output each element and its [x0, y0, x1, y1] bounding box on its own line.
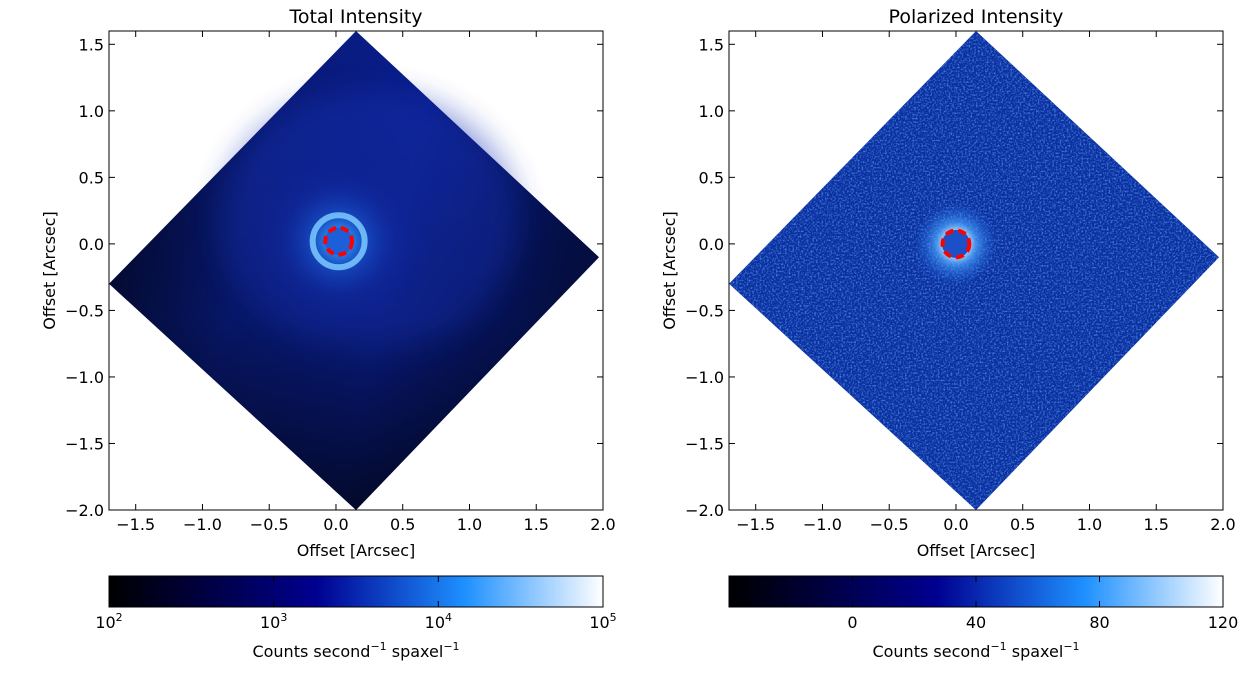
y-tick-label: 0.5 — [79, 168, 104, 187]
axes-frame — [728, 30, 1224, 511]
x-tick-label: 1.5 — [1144, 515, 1169, 534]
x-axis-label: Offset [Arcsec] — [917, 541, 1036, 560]
y-tick-label: −1.0 — [685, 368, 724, 387]
panel-total-intensity: Total Intensity −1.5 −1.0 −0.5 0.0 0.5 1.0 1.5 2… — [40, 6, 617, 661]
colorbar-label: Counts second−1 spaxel−1 — [252, 640, 459, 661]
y-tick-label: 1.0 — [699, 102, 724, 121]
mask-circle — [940, 228, 972, 260]
y-tick-label: −1.0 — [65, 368, 104, 387]
y-tick-label: −2.0 — [65, 501, 104, 520]
x-tick-label: 1.0 — [1077, 515, 1102, 534]
x-tick-label: −1.0 — [183, 515, 222, 534]
x-tick-label: −1.5 — [116, 515, 155, 534]
x-tick-label: 2.0 — [590, 515, 615, 534]
x-tick-label: −1.0 — [803, 515, 842, 534]
x-tick-label: 0.0 — [943, 515, 968, 534]
colorbar-gradient — [108, 575, 604, 608]
chart-title: Polarized Intensity — [889, 6, 1064, 28]
colorbar-tick-label: 80 — [1089, 613, 1109, 632]
x-tick-label: 0.0 — [323, 515, 348, 534]
source-core — [324, 227, 353, 256]
y-axis-label: Offset [Arcsec] — [40, 211, 59, 330]
x-tick-label: −1.5 — [736, 515, 775, 534]
y-tick-label: 0.0 — [79, 235, 104, 254]
x-tick-label: 0.5 — [1010, 515, 1035, 534]
x-tick-label: −0.5 — [250, 515, 289, 534]
mask-circle — [323, 225, 355, 257]
x-tick-label: 2.0 — [1210, 515, 1235, 534]
y-tick-label: −1.5 — [685, 434, 724, 453]
chart-title: Total Intensity — [288, 6, 422, 28]
x-axis-label: Offset [Arcsec] — [297, 541, 416, 560]
image-area — [729, 31, 1219, 510]
y-tick-label: 1.0 — [79, 102, 104, 121]
x-tick-label: 1.0 — [457, 515, 482, 534]
colorbar-label: Counts second−1 spaxel−1 — [872, 640, 1079, 661]
y-tick-label: 1.5 — [79, 35, 104, 54]
y-tick-label: 1.5 — [699, 35, 724, 54]
colorbar-tick-label: 0 — [847, 613, 857, 632]
colorbar-tick-label: 40 — [966, 613, 986, 632]
y-tick-label: −1.5 — [65, 434, 104, 453]
colorbar-tick-label: 120 — [1208, 613, 1239, 632]
colorbar-tick-label: 103 — [260, 611, 287, 632]
y-axis-label: Offset [Arcsec] — [660, 211, 679, 330]
y-tick-label: −0.5 — [65, 301, 104, 320]
source-ring — [309, 212, 368, 271]
y-tick-label: −0.5 — [685, 301, 724, 320]
colorbar-tick-label: 104 — [425, 611, 452, 632]
x-tick-label: 1.5 — [524, 515, 549, 534]
colorbar: 102 103 104 105 Counts second−1 spaxel−1 — [95, 575, 617, 661]
y-tick-label: 0.5 — [699, 168, 724, 187]
y-tick-label: −2.0 — [685, 501, 724, 520]
colorbar-tick-label: 105 — [589, 611, 616, 632]
y-tick-label: 0.0 — [699, 235, 724, 254]
axes-frame — [108, 30, 604, 511]
source-core — [941, 229, 970, 258]
x-tick-label: −0.5 — [870, 515, 909, 534]
image-area — [109, 31, 599, 510]
colorbar: 0 40 80 120 Counts second−1 spaxel−1 — [728, 575, 1239, 661]
panel-polarized-intensity: Polarized Intensity −1.5 −1.0 −0.5 0.0 0.5 1.0… — [660, 6, 1238, 661]
x-tick-label: 0.5 — [390, 515, 415, 534]
colorbar-tick-label: 102 — [95, 611, 122, 632]
